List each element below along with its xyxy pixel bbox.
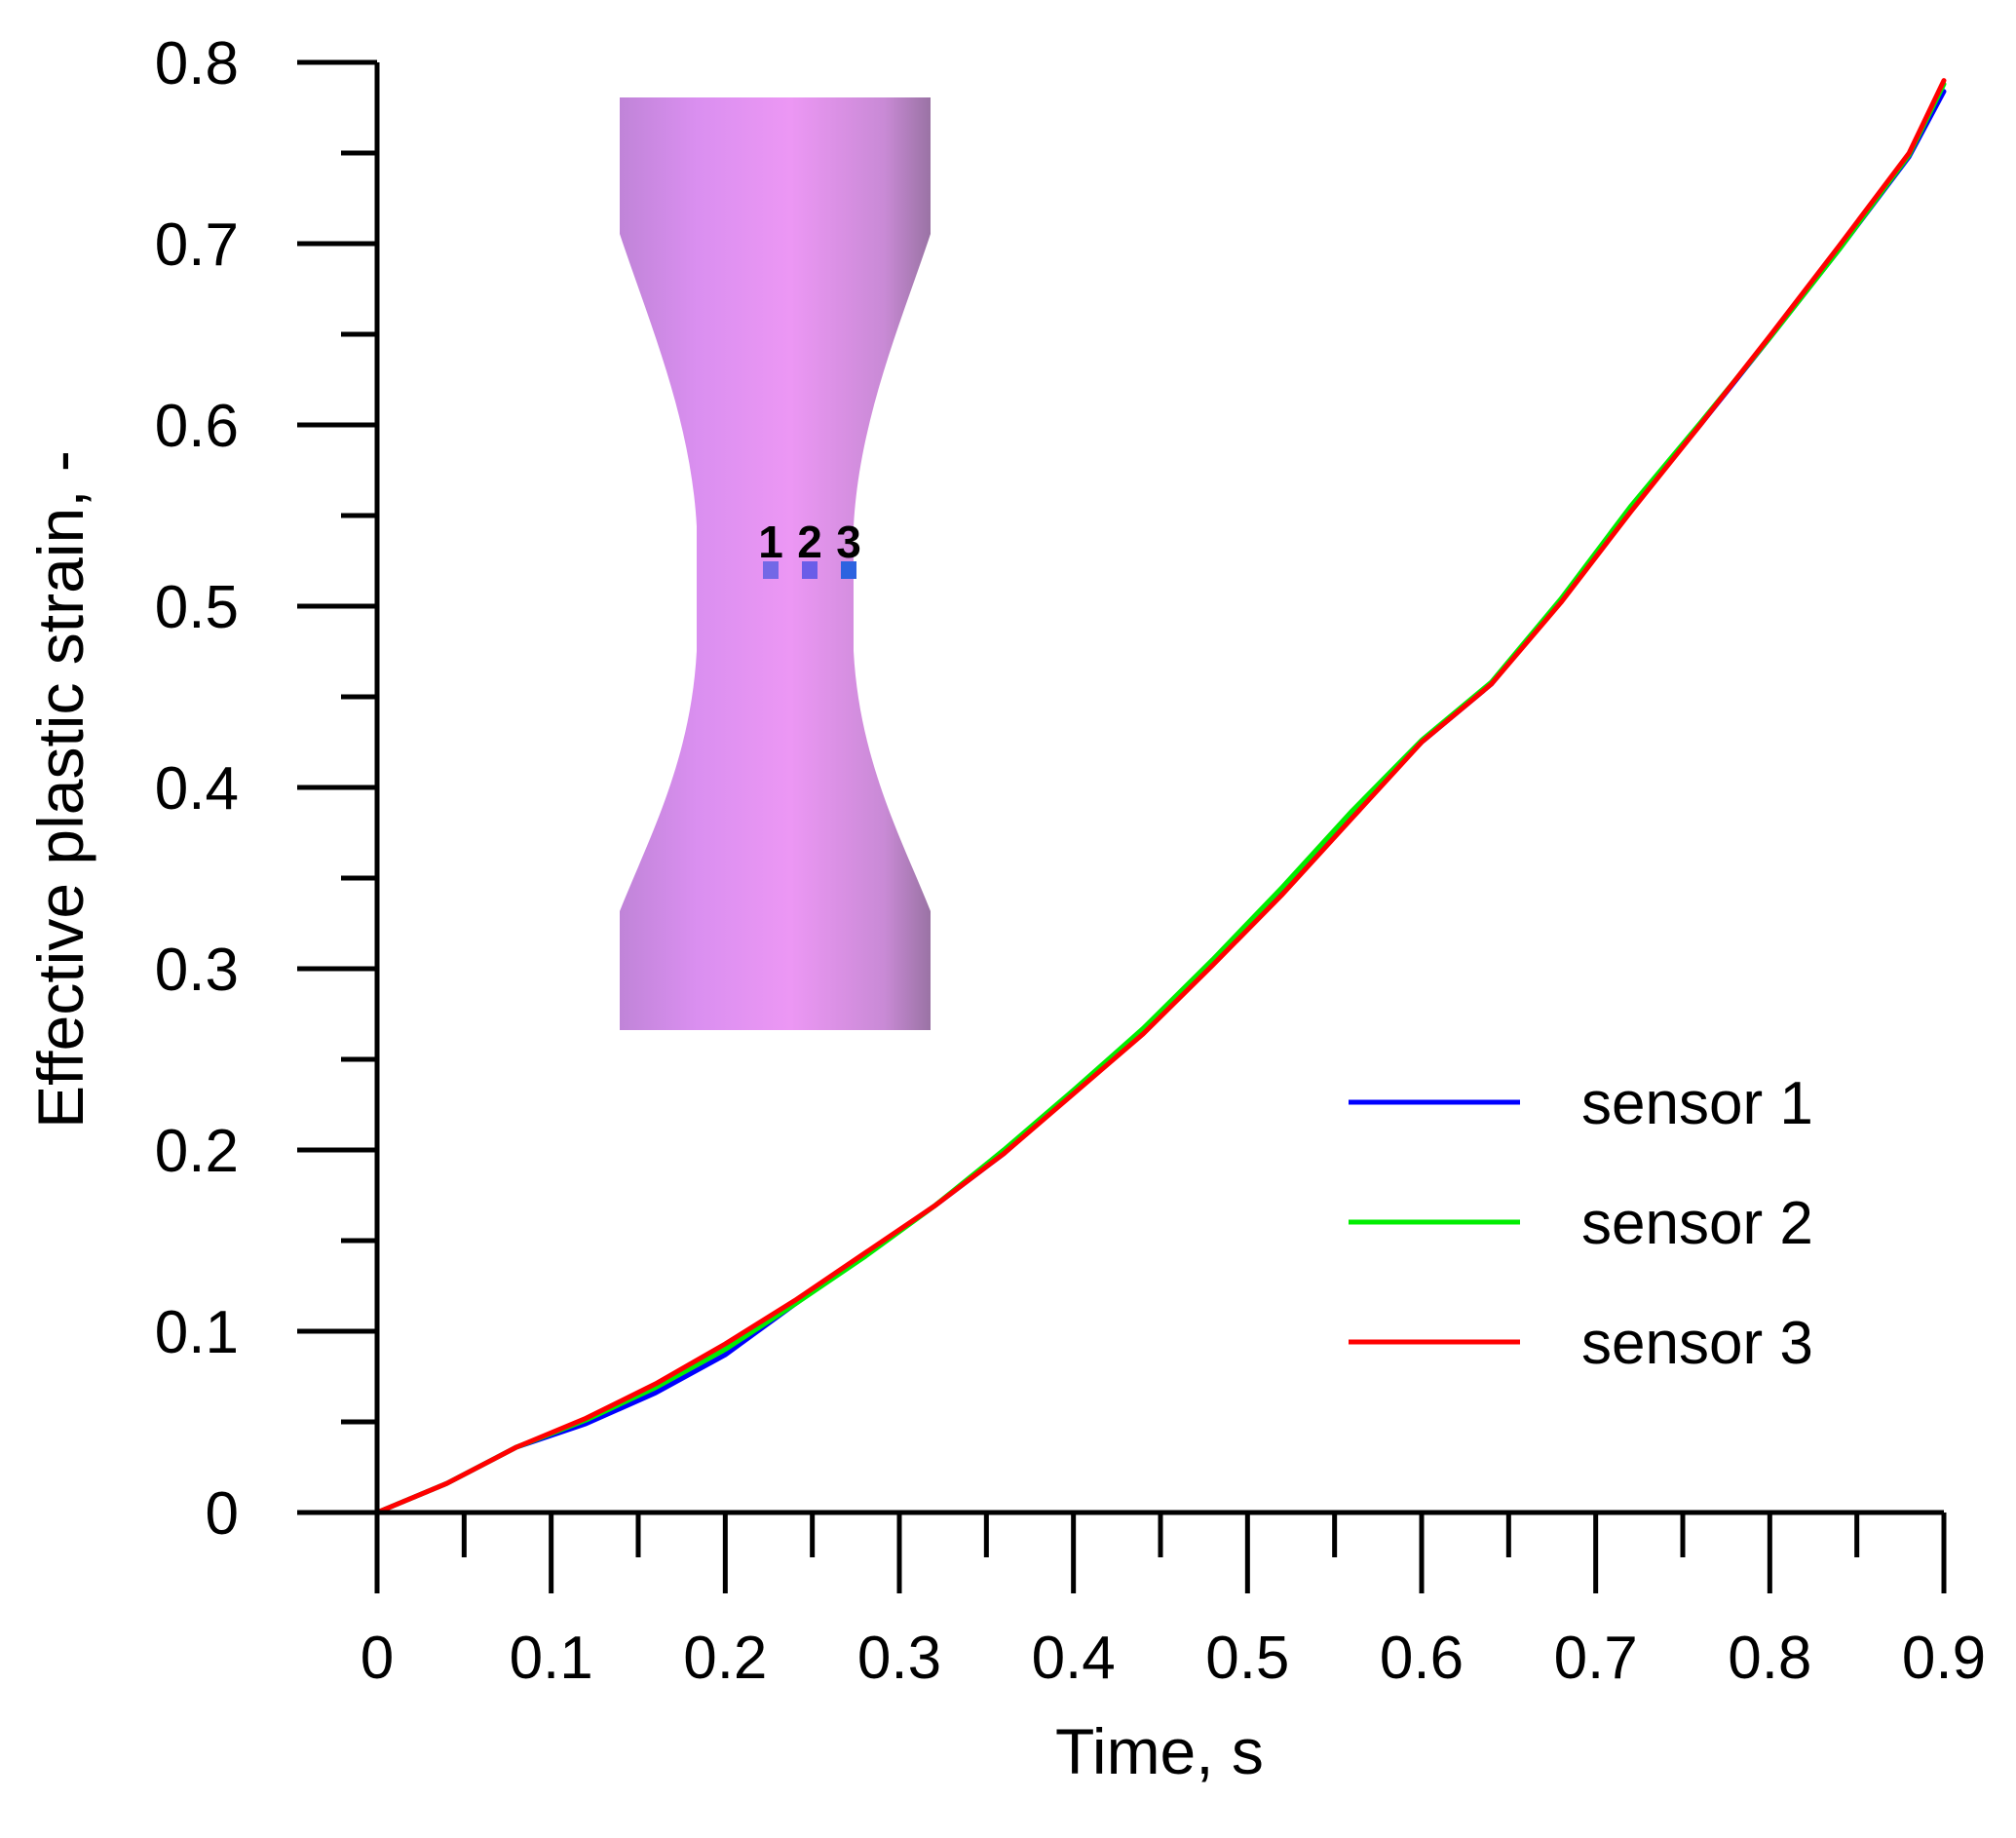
marker-label-3: 3 — [836, 517, 861, 567]
y-ticks: 0 0.1 0.2 0.3 0.4 0.5 0.6 0.7 0.8 — [155, 30, 377, 1548]
legend-label-sensor-2: sensor 2 — [1581, 1190, 1813, 1257]
y-tick-label: 0.7 — [155, 211, 239, 279]
series-line-sensor-1 — [374, 89, 1947, 1515]
marker-label-1: 1 — [758, 517, 783, 567]
specimen-marker-3 — [841, 561, 856, 579]
y-tick-label: 0.5 — [155, 574, 239, 641]
legend-label-sensor-1: sensor 1 — [1581, 1070, 1813, 1137]
y-tick-label: 0.6 — [155, 393, 239, 460]
marker-label-2: 2 — [797, 517, 822, 567]
x-axis-title: Time, s — [1055, 1715, 1264, 1787]
x-tick-label: 0.9 — [1902, 1625, 1986, 1692]
y-tick-label: 0.3 — [155, 937, 239, 1004]
specimen-inset: 1 2 3 — [620, 97, 931, 1030]
legend-label-sensor-3: sensor 3 — [1581, 1310, 1813, 1377]
y-tick-label: 0.1 — [155, 1299, 239, 1366]
x-tick-label: 0.4 — [1032, 1625, 1116, 1692]
x-tick-label: 0.8 — [1728, 1625, 1811, 1692]
y-axis-title: Effective plastic strain, - — [24, 450, 96, 1129]
x-tick-label: 0.3 — [857, 1625, 941, 1692]
x-tick-label: 0.5 — [1205, 1625, 1289, 1692]
y-tick-label: 0.4 — [155, 755, 239, 823]
y-tick-label: 0 — [206, 1480, 239, 1548]
specimen-marker-1 — [763, 561, 779, 579]
y-tick-label: 0.8 — [155, 30, 239, 97]
x-tick-label: 0.1 — [510, 1625, 593, 1692]
series-layer — [374, 78, 1947, 1515]
specimen-marker-2 — [802, 561, 818, 579]
series-line-sensor-3 — [374, 78, 1947, 1515]
y-tick-label: 0.2 — [155, 1118, 239, 1185]
x-tick-label: 0 — [361, 1625, 394, 1692]
series-line-sensor-2 — [374, 81, 1947, 1515]
x-tick-label: 0.2 — [683, 1625, 767, 1692]
x-tick-label: 0.7 — [1554, 1625, 1638, 1692]
x-tick-label: 0.6 — [1380, 1625, 1464, 1692]
x-ticks: 0 0.1 0.2 0.3 0.4 0.5 0.6 0.7 0.8 0.9 — [361, 1513, 1986, 1692]
legend: sensor 1 sensor 2 sensor 3 — [1349, 1070, 1813, 1377]
